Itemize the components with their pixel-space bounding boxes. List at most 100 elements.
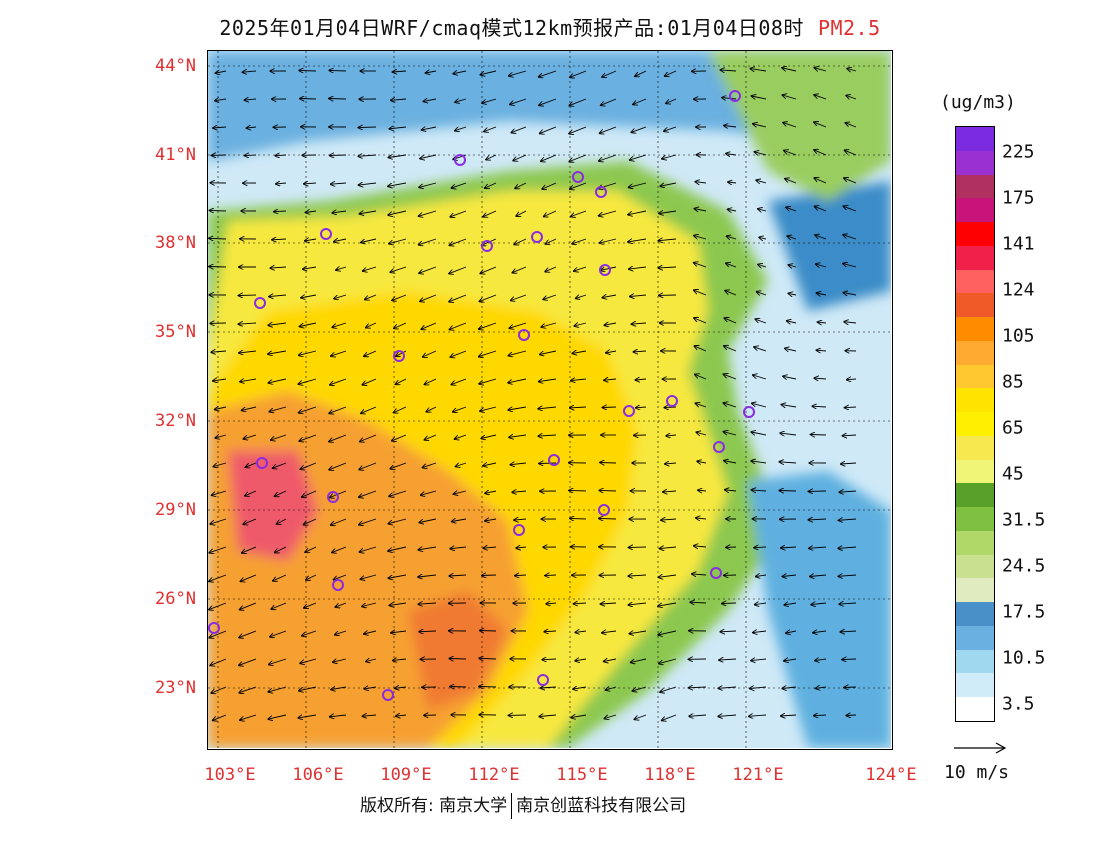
forecast-map[interactable] [207, 50, 893, 750]
wind-arrow [508, 350, 527, 356]
wind-arrow [752, 96, 767, 99]
legend-level: 24.5 [1002, 555, 1046, 577]
wind-arrow [335, 630, 347, 635]
wind-arrow [750, 69, 767, 71]
wind-arrow [601, 98, 617, 105]
lat-label: 32°N [155, 411, 196, 431]
wind-arrow [275, 546, 287, 553]
legend-level: 3.5 [1002, 693, 1035, 715]
wind-arrow [209, 602, 227, 610]
wind-arrow [361, 406, 377, 413]
wind-arrow [419, 182, 437, 187]
wind-reference-arrow-icon [954, 742, 1007, 754]
wind-arrow [788, 293, 797, 295]
wind-arrow [814, 68, 827, 71]
wind-arrow [275, 155, 287, 156]
wind-arrow [629, 631, 647, 634]
wind-arrow [843, 293, 857, 295]
wind-arrow [718, 715, 737, 716]
wind-arrow [696, 403, 707, 408]
wind-arrow [245, 99, 257, 100]
wind-arrow [299, 70, 317, 71]
wind-arrow [480, 631, 497, 632]
wind-arrow [449, 294, 467, 302]
legend-unit: (ug/m3) [940, 92, 1016, 113]
wind-arrow [752, 403, 767, 408]
wind-arrow [718, 687, 737, 688]
wind-arrow [268, 323, 287, 325]
company-name: 南京创蓝科技有限公司 [516, 796, 687, 816]
wind-arrow [334, 294, 347, 299]
wind-arrow [663, 491, 677, 492]
wind-arrow [271, 434, 287, 440]
wind-arrow [304, 183, 317, 184]
wind-arrow [483, 547, 497, 548]
wind-arrow [844, 322, 857, 323]
wind-arrow [329, 462, 347, 470]
wind-arrow [602, 295, 617, 298]
wind-arrow [694, 346, 707, 352]
wind-arrow [599, 210, 617, 216]
variable-label: PM2.5 [817, 16, 881, 40]
wind-arrow [389, 574, 407, 578]
wind-arrow [419, 518, 437, 523]
color-scale-segment [956, 222, 994, 246]
wind-arrow [277, 518, 287, 524]
wind-arrow [359, 127, 377, 128]
wind-arrow [694, 263, 707, 268]
wind-arrow [450, 210, 467, 217]
wind-arrow [787, 321, 797, 323]
wind-arrow [303, 267, 317, 269]
wind-arrow [394, 322, 407, 328]
wind-arrow [246, 462, 257, 467]
lat-label: 41°N [155, 145, 196, 165]
wind-arrow [572, 238, 587, 244]
wind-arrow [211, 351, 227, 352]
color-scale-segment [956, 174, 994, 199]
wind-arrow [510, 98, 527, 104]
wind-arrow [782, 687, 797, 689]
wind-arrow [455, 434, 467, 439]
wind-arrow [539, 715, 557, 717]
wind-arrow [788, 265, 797, 267]
wind-arrow [364, 687, 377, 689]
wind-arrow [658, 630, 677, 635]
wind-arrow [510, 463, 527, 465]
wind-arrow [814, 122, 827, 128]
wind-arrow [360, 546, 377, 552]
wind-arrow [541, 687, 557, 688]
wind-arrow [240, 379, 257, 382]
wind-arrow [388, 518, 407, 524]
lon-label: 115°E [556, 765, 608, 785]
wind-arrow [388, 546, 407, 551]
wind-arrow [694, 546, 707, 547]
wind-arrow [814, 715, 827, 716]
wind-arrow [633, 98, 647, 104]
wind-arrow [514, 519, 527, 520]
color-scale-segment [956, 412, 994, 436]
wind-arrow [306, 211, 317, 213]
wind-arrow [239, 323, 257, 324]
wind-arrow [331, 350, 347, 356]
wind-arrow [575, 659, 587, 661]
wind-arrow [845, 123, 857, 128]
wind-arrow [516, 210, 527, 216]
wind-arrow [239, 658, 257, 665]
wind-arrow [576, 295, 587, 298]
wind-arrow [781, 405, 797, 407]
wind-arrow [781, 715, 797, 716]
wind-arrow [331, 687, 347, 690]
wind-arrow [300, 658, 317, 663]
wind-arrow [695, 182, 707, 183]
wind-arrow [724, 346, 737, 352]
wind-arrow [300, 462, 317, 469]
wind-reference-label: 10 m/s [944, 762, 1010, 783]
color-scale-segment [956, 649, 994, 674]
wind-arrow [844, 178, 857, 184]
wind-arrow [697, 461, 707, 463]
wind-arrow [754, 347, 767, 352]
wind-arrow [751, 659, 767, 661]
wind-arrow [600, 238, 617, 243]
wind-arrow [247, 127, 257, 128]
wind-arrow [215, 99, 227, 101]
